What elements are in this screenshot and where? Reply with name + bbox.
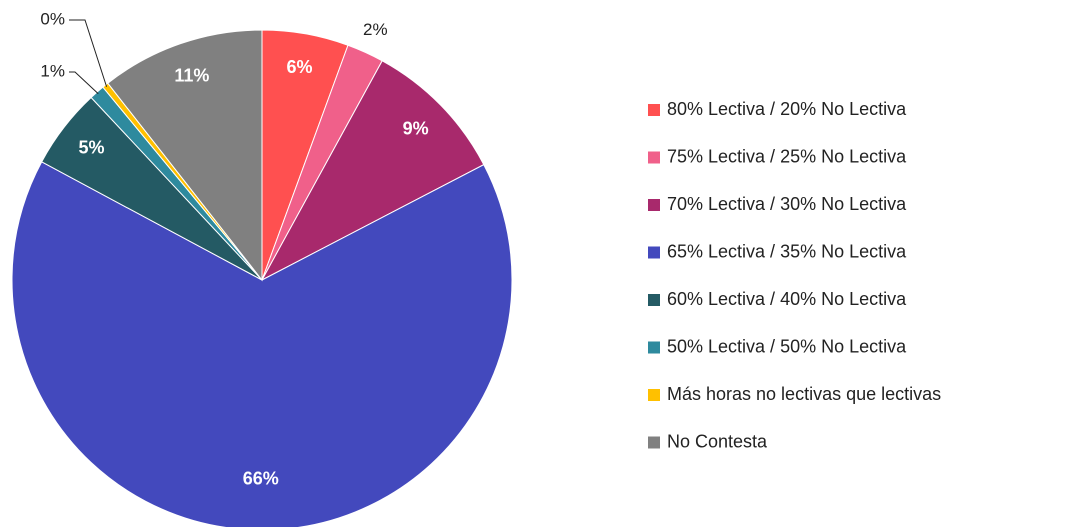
leader-line (69, 19, 108, 87)
pie-slice (107, 29, 263, 282)
legend-label: No Contesta (667, 431, 768, 451)
legend-label: 50% Lectiva / 50% No Lectiva (667, 336, 907, 356)
legend-swatch (648, 246, 660, 259)
data-label: 66% (243, 469, 279, 489)
legend-label: Más horas no lectivas que lectivas (667, 384, 941, 404)
legend-label: 70% Lectiva / 30% No Lectiva (667, 194, 907, 214)
legend-swatch (648, 199, 660, 211)
data-label: 0% (40, 9, 65, 28)
data-label: 2% (363, 20, 388, 39)
legend-swatch (648, 104, 660, 116)
data-label: 6% (287, 57, 313, 77)
legend-label: 75% Lectiva / 25% No Lectiva (667, 146, 907, 166)
pie-slice (11, 161, 513, 527)
legend-label: 80% Lectiva / 20% No Lectiva (667, 99, 907, 119)
legend-swatch (648, 389, 660, 401)
legend-swatch (648, 436, 660, 449)
data-label: 11% (174, 66, 209, 86)
leader-line (69, 71, 99, 95)
data-label: 9% (403, 118, 429, 138)
legend-swatch (648, 341, 660, 354)
data-label: 1% (40, 61, 65, 80)
data-label: 5% (79, 138, 105, 158)
legend-swatch (648, 294, 660, 306)
pie-slice (260, 60, 485, 282)
legend-label: 60% Lectiva / 40% No Lectiva (667, 289, 907, 309)
legend-label: 65% Lectiva / 35% No Lectiva (667, 241, 907, 261)
legend-swatch (648, 151, 660, 164)
